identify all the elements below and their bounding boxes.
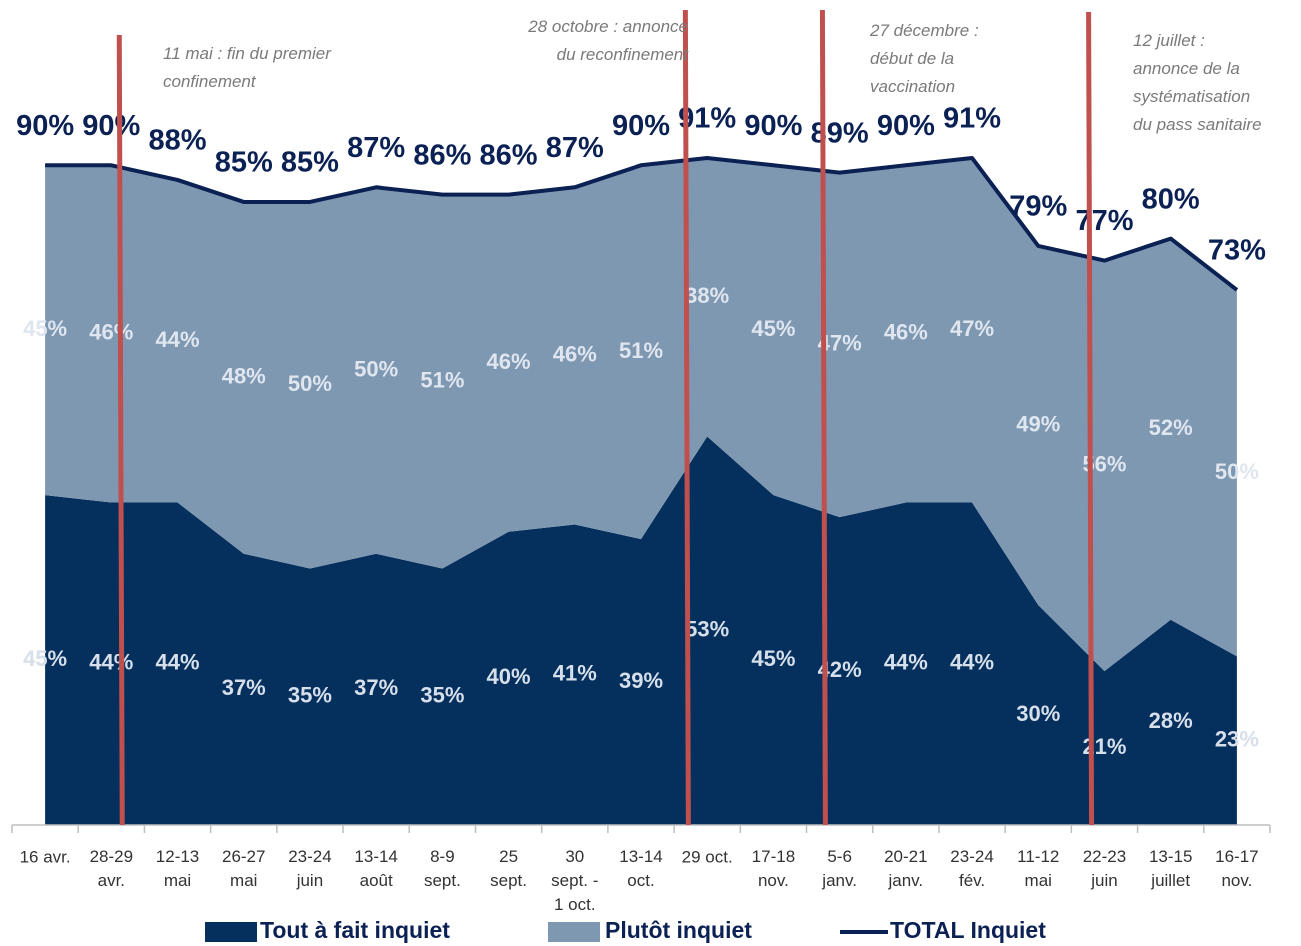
data-label: 30%: [1016, 701, 1060, 726]
x-tick-label: 16 avr.: [20, 847, 71, 866]
x-tick-label: 30 sept. -1 oct.: [551, 847, 598, 914]
data-label: 85%: [281, 147, 339, 179]
data-label: 35%: [420, 683, 464, 708]
data-label: 51%: [619, 338, 663, 363]
data-label: 90%: [744, 110, 802, 142]
data-label: 44%: [950, 650, 994, 675]
data-label: 87%: [347, 132, 405, 164]
x-tick-label: 23-24 juin: [288, 847, 331, 890]
data-label: 45%: [751, 316, 795, 341]
annotation: 27 décembre : début de la vaccination: [869, 21, 979, 96]
data-label: 90%: [877, 110, 935, 142]
legend-label: Plutôt inquiet: [605, 917, 752, 943]
data-label: 44%: [884, 650, 928, 675]
total-line: [45, 155, 1239, 292]
x-tick-label: 26-27 mai: [222, 847, 265, 890]
data-label: 90%: [612, 110, 670, 142]
data-label: 50%: [1215, 459, 1259, 484]
data-label: 48%: [222, 364, 266, 389]
data-label: 73%: [1208, 235, 1266, 267]
data-label: 46%: [884, 320, 928, 345]
x-tick-label: 5-6 janv.: [821, 847, 857, 890]
annotation: 12 juillet : annonce de la systématisation…: [1133, 31, 1262, 134]
legend-label: TOTAL Inquiet: [890, 917, 1046, 943]
data-label: 47%: [950, 316, 994, 341]
data-label: 53%: [685, 617, 729, 642]
data-label: 39%: [619, 668, 663, 693]
legend-swatch: [205, 922, 257, 942]
x-tick-label: 13-14 oct.: [619, 847, 662, 890]
data-label: 37%: [222, 675, 266, 700]
data-label: 35%: [288, 683, 332, 708]
area-tout: [45, 436, 1237, 825]
data-label: 40%: [487, 664, 531, 689]
data-label: 87%: [546, 132, 604, 164]
data-label: 50%: [354, 356, 398, 381]
data-label: 28%: [1149, 708, 1193, 733]
x-tick-label: 11-12 mai: [1017, 847, 1059, 890]
x-tick-label: 13-15 juillet: [1149, 847, 1192, 890]
data-label: 77%: [1075, 205, 1133, 237]
annotation-line: [1086, 11, 1095, 826]
data-label: 37%: [354, 675, 398, 700]
data-label: 41%: [553, 661, 597, 686]
data-label: 51%: [420, 367, 464, 392]
data-label: 23%: [1215, 727, 1259, 752]
data-label: 46%: [89, 320, 133, 345]
x-tick-label: 13-14 août: [354, 847, 397, 890]
data-label: 44%: [156, 327, 200, 352]
data-label: 45%: [23, 316, 67, 341]
annotation-line: [682, 9, 691, 826]
data-label: 80%: [1142, 183, 1200, 215]
data-label: 52%: [1149, 415, 1193, 440]
x-tick-label: 17-18 nov.: [752, 847, 795, 890]
annotation: 11 mai : fin du premier confinement: [163, 44, 332, 91]
data-label: 44%: [89, 650, 133, 675]
data-label: 90%: [82, 110, 140, 142]
data-label: 50%: [288, 371, 332, 396]
data-label: 46%: [487, 349, 531, 374]
data-label: 79%: [1009, 191, 1067, 223]
data-label: 45%: [751, 646, 795, 671]
x-tick-label: 8-9 sept.: [424, 847, 461, 890]
annotation-line: [116, 34, 125, 826]
data-label: 86%: [413, 139, 471, 171]
data-label: 91%: [943, 103, 1001, 135]
data-label: 88%: [149, 125, 207, 157]
data-label: 38%: [685, 283, 729, 308]
x-tick-label: 16-17 nov.: [1215, 847, 1258, 890]
data-label: 45%: [23, 646, 67, 671]
x-tick-label: 28-29 avr.: [90, 847, 133, 890]
legend-label: Tout à fait inquiet: [260, 917, 450, 943]
x-tick-label: 12-13 mai: [156, 847, 199, 890]
data-label: 85%: [215, 147, 273, 179]
x-tick-label: 23-24 fév.: [950, 847, 993, 890]
annotation: 28 octobre : annonce du reconfinement: [527, 17, 689, 64]
x-tick-label: 29 oct.: [682, 847, 733, 866]
annotation-line: [819, 9, 828, 826]
x-tick-label: 22-23 juin: [1083, 847, 1126, 890]
data-label: 90%: [16, 110, 74, 142]
data-label: 49%: [1016, 411, 1060, 436]
data-label: 44%: [156, 650, 200, 675]
x-tick-label: 25 sept.: [490, 847, 527, 890]
x-tick-label: 20-21 janv.: [884, 847, 927, 890]
data-label: 46%: [553, 342, 597, 367]
area-plutot: [45, 157, 1237, 672]
legend-swatch: [548, 922, 600, 942]
data-label: 86%: [480, 139, 538, 171]
data-label: 89%: [811, 117, 869, 149]
